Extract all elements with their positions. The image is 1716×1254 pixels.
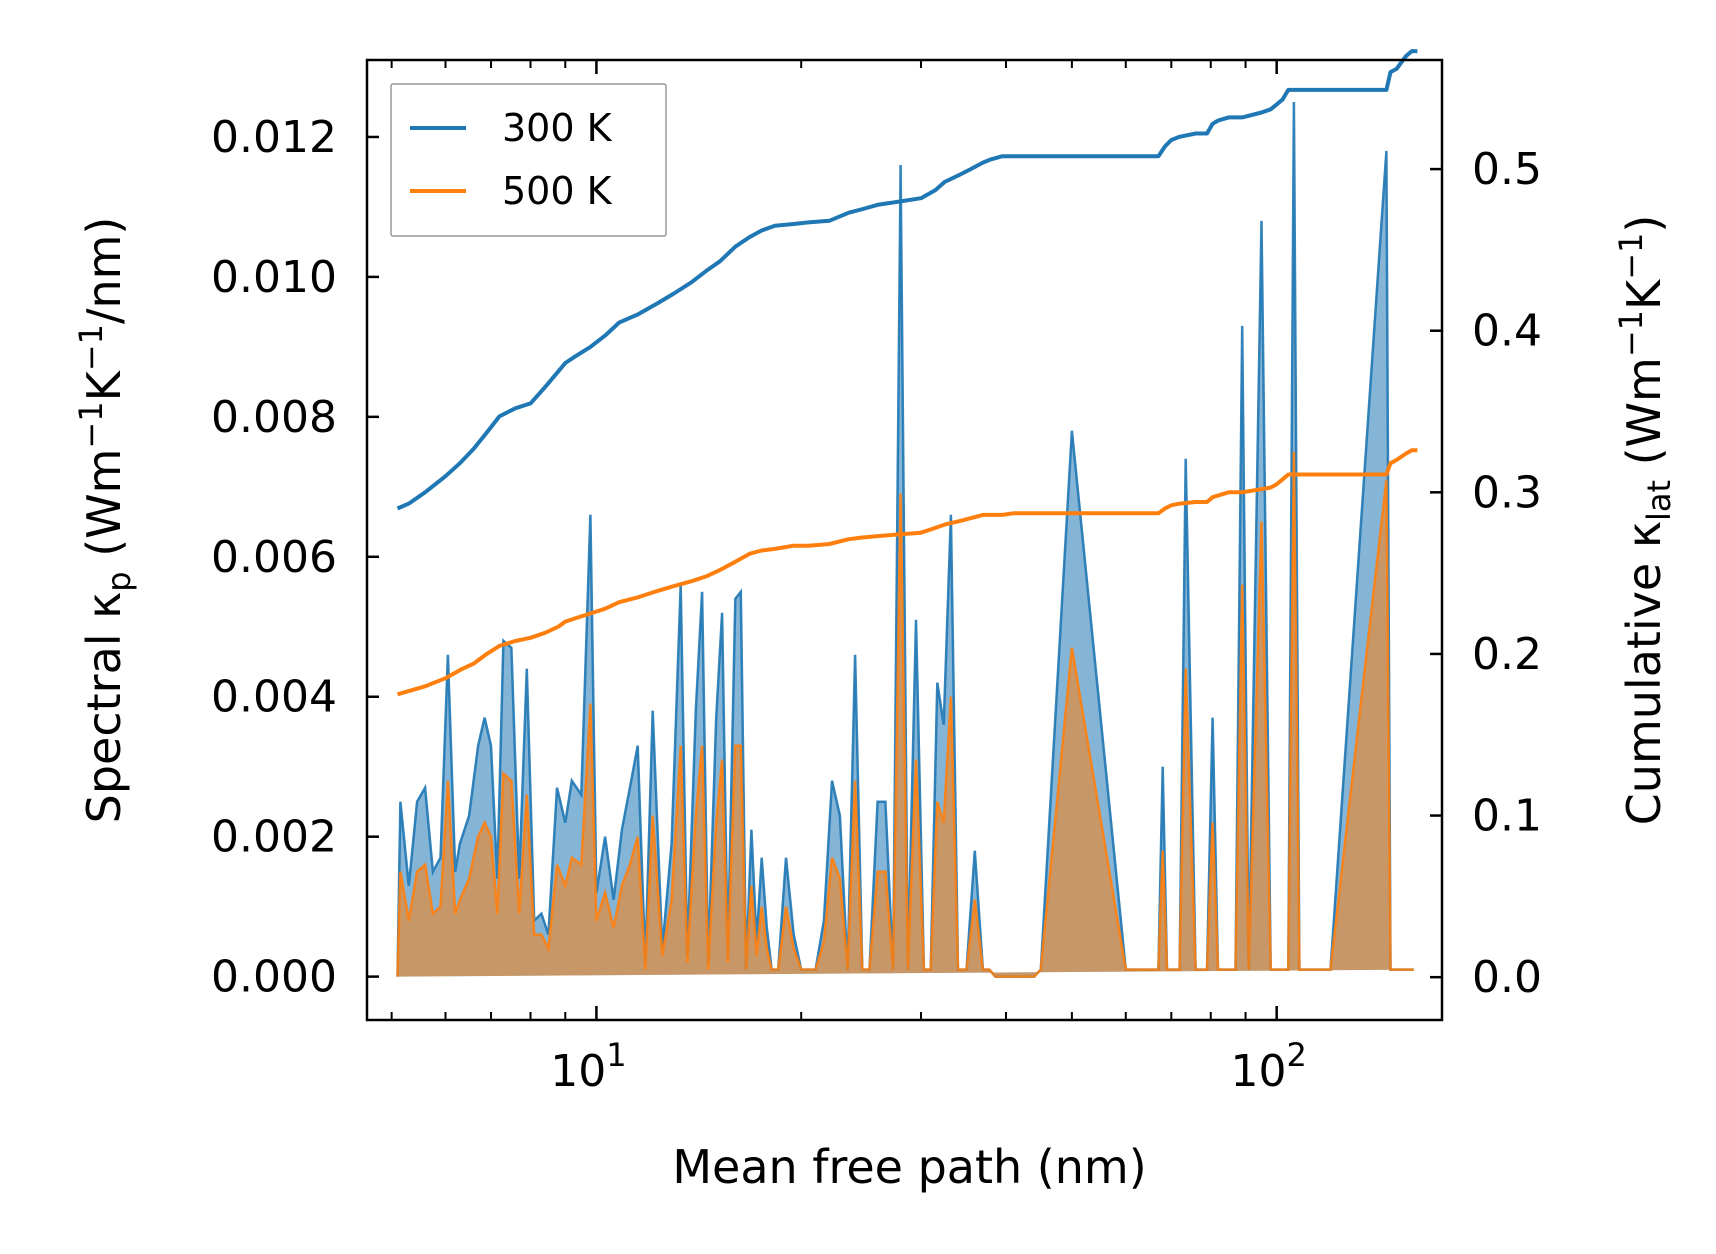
y-left-tick-label: 0.008	[211, 392, 337, 443]
y-left-axis-label: Spectral κp (Wm−1K−1/nm)	[72, 217, 138, 824]
y-right-label-sup2: −1	[1612, 233, 1650, 280]
y-left-tick-label: 0.010	[211, 252, 337, 303]
legend-label-500k: 500 K	[502, 169, 613, 213]
y-right-label-sub: lat	[1640, 480, 1678, 521]
y-right-label-pre: Cumulative κ	[1617, 521, 1671, 825]
y-left-label-pre: Spectral κ	[77, 592, 131, 824]
y-right-tick-label: 0.2	[1472, 629, 1542, 680]
y-right-tick-label: 0.1	[1472, 791, 1542, 842]
y-left-label-sup2: −1	[72, 324, 110, 371]
y-right-axis-label: Cumulative κlat (Wm−1K−1)	[1612, 215, 1678, 826]
y-right-tick-label: 0.4	[1472, 306, 1542, 357]
x-tick-exponent: 2	[1286, 1036, 1306, 1074]
legend-box	[390, 83, 667, 237]
y-right-tick-label: 0.3	[1472, 467, 1542, 518]
x-tick-label: 101	[550, 1036, 626, 1097]
y-right-tick-label: 0.5	[1472, 144, 1542, 195]
legend-label-300k: 300 K	[502, 106, 613, 150]
spectral-line-300k	[396, 101, 1414, 978]
y-left-label-sub: p	[100, 571, 138, 591]
legend: 300 K 500 K	[390, 83, 667, 237]
spectral-line-500k	[396, 451, 1414, 978]
y-left-tick-label: 0.002	[211, 812, 337, 863]
y-right-label-mid2: K	[1617, 278, 1671, 310]
y-left-tick-label: 0.000	[211, 952, 337, 1003]
axis-ticks	[367, 60, 1442, 1020]
y-left-label-mid2: K	[77, 369, 131, 401]
x-tick-label: 102	[1230, 1036, 1306, 1097]
y-left-label-mid: (Wm	[77, 449, 131, 572]
cumulative-lines	[396, 49, 1418, 697]
y-right-label-mid: (Wm	[1617, 357, 1671, 480]
y-right-label-post: )	[1617, 215, 1671, 233]
plot-frame	[365, 58, 1444, 1022]
x-axis-label: Mean free path (nm)	[672, 1140, 1146, 1194]
y-right-tick-label: 0.0	[1472, 952, 1542, 1003]
y-right-label-sup1: −1	[1612, 310, 1650, 357]
x-tick-exponent: 1	[606, 1036, 626, 1074]
y-left-tick-label: 0.004	[211, 672, 337, 723]
y-left-label-sup1: −1	[72, 401, 110, 448]
y-left-tick-label: 0.006	[211, 532, 337, 583]
spectral-lines	[396, 101, 1414, 978]
tick-labels: 0.000 0.002 0.004 0.006 0.008 0.010 0.012 0.0 0.…	[211, 112, 1542, 1097]
cumulative-line-500k	[396, 448, 1418, 697]
y-left-label-post: /nm)	[77, 217, 131, 324]
cumulative-line-300k	[396, 49, 1418, 511]
y-left-tick-label: 0.012	[211, 112, 337, 163]
